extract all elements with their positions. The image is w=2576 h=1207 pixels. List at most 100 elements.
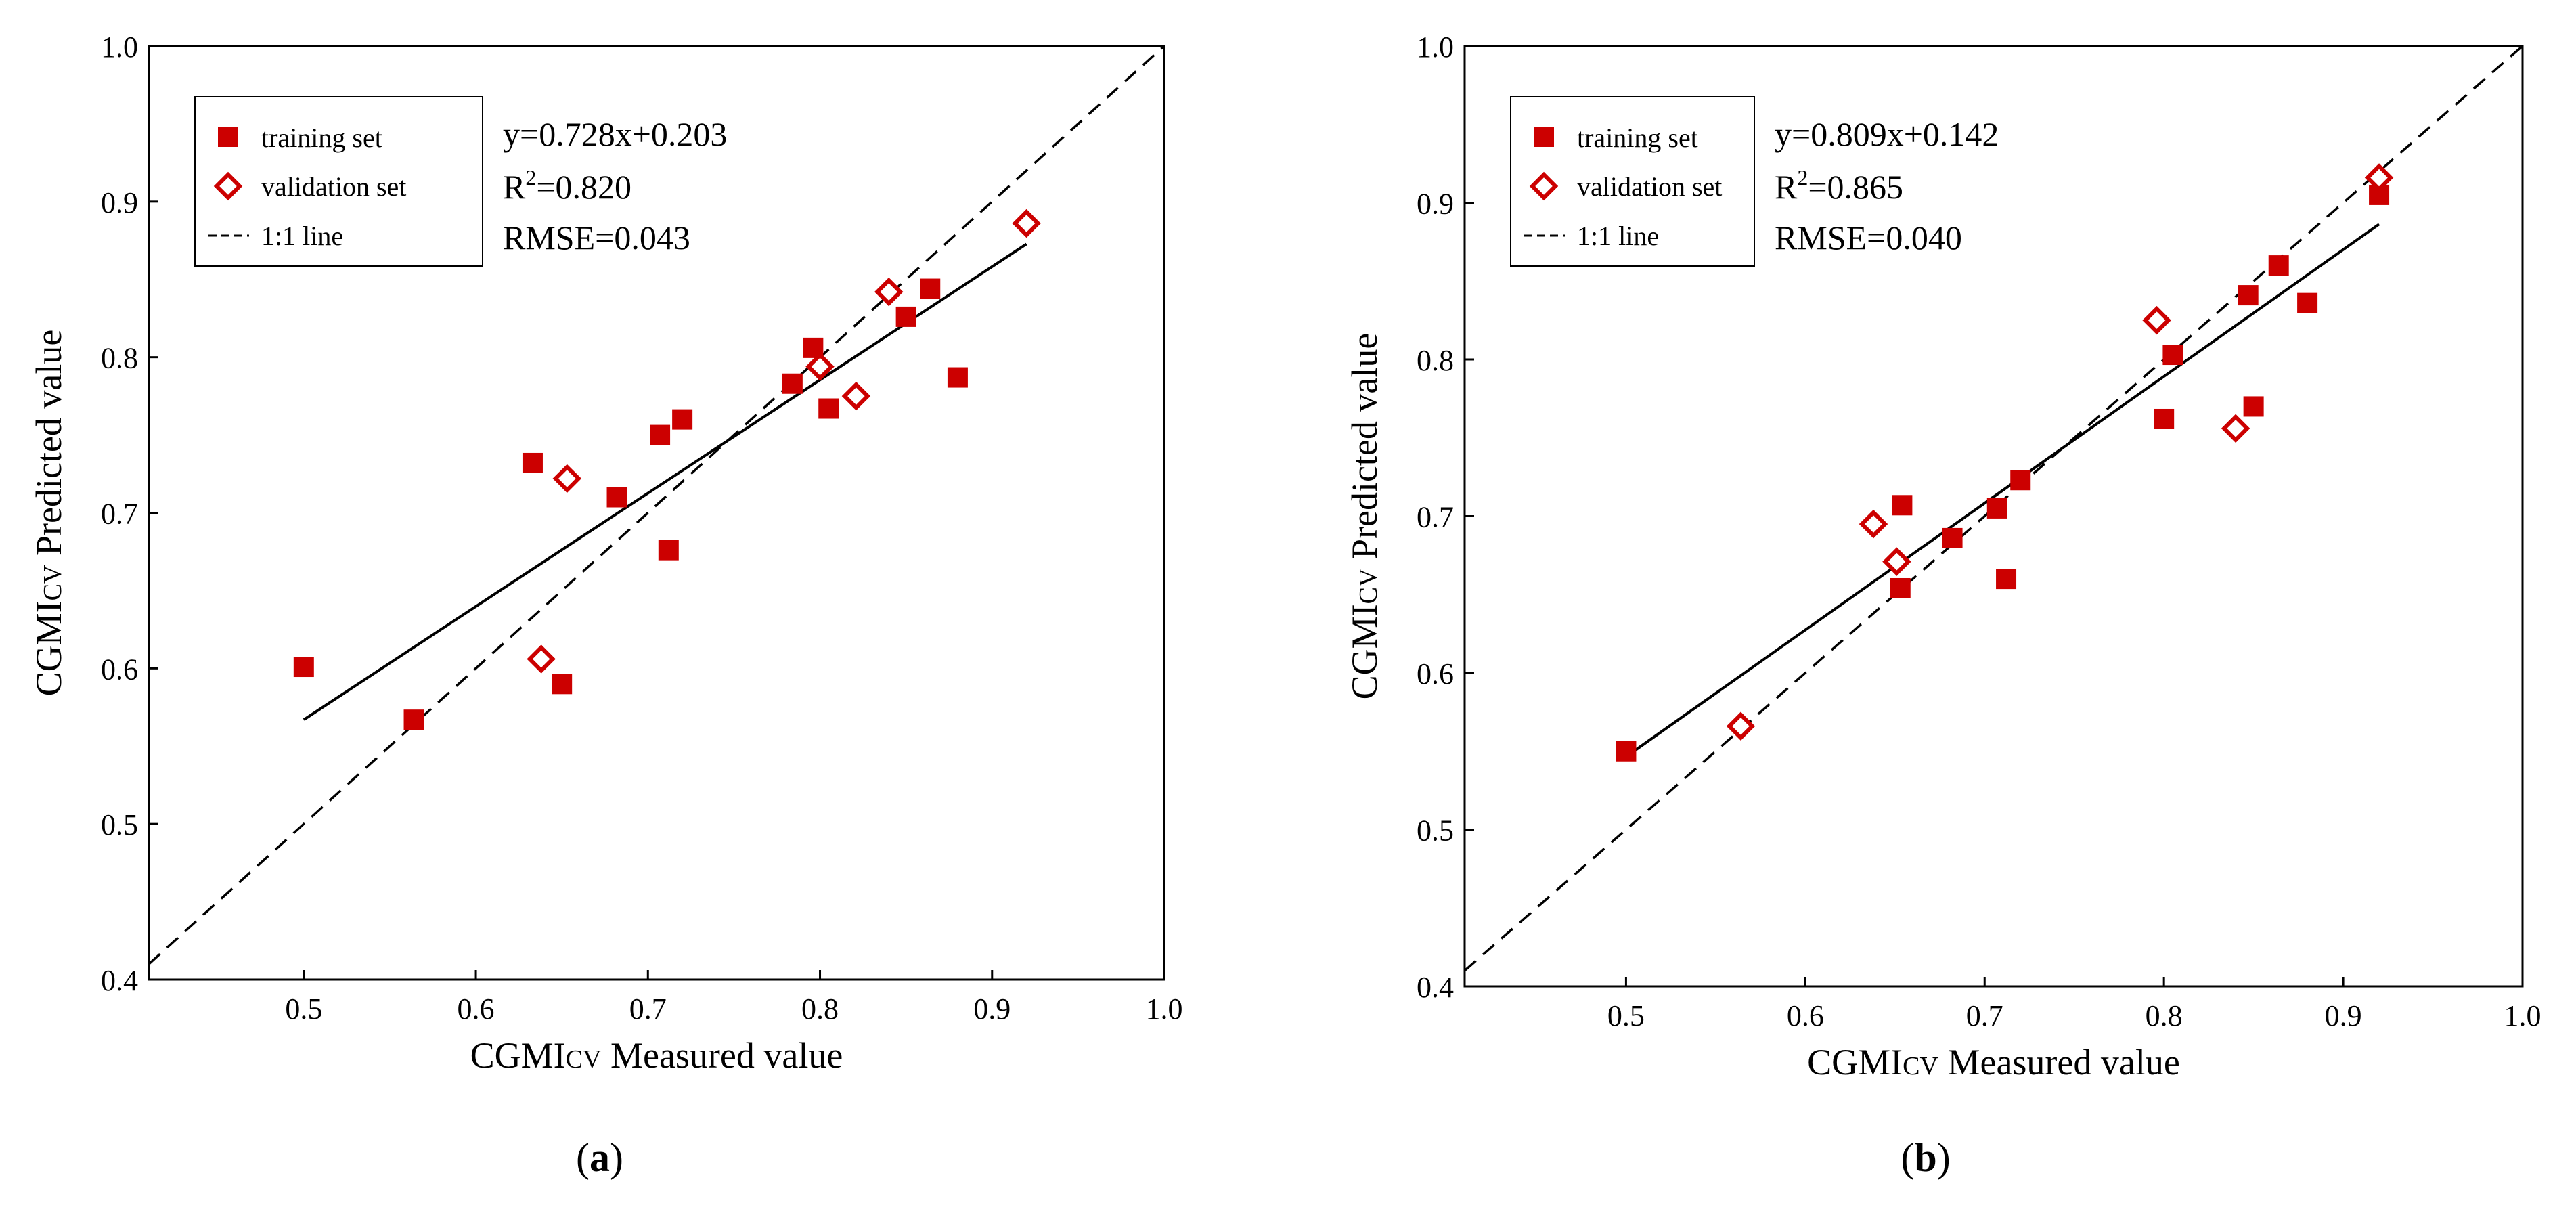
training-point <box>895 306 916 327</box>
training-point <box>1986 498 2007 519</box>
x-tick-label: 0.6 <box>1787 999 1824 1032</box>
y-axis-label-rest: Predicted value <box>28 330 69 565</box>
legend-label: 1:1 line <box>1577 221 1659 251</box>
panel-label: (b) <box>1901 1135 1950 1180</box>
data-points <box>293 209 1041 730</box>
x-axis-label-subscript: CV <box>566 1045 602 1074</box>
training-point <box>947 367 968 388</box>
r-squared-superscript: 2 <box>1797 165 1808 190</box>
regression-line <box>1625 223 2380 758</box>
y-tick-label: 0.6 <box>1417 657 1454 690</box>
legend-label: training set <box>1577 123 1698 153</box>
r-squared-value: =0.820 <box>536 168 631 206</box>
training-point <box>1996 569 2017 590</box>
x-axis-label-subscript: CV <box>1903 1052 1938 1080</box>
data-points <box>1616 163 2394 762</box>
x-axis-label: CGMICV Measured value <box>470 1035 843 1076</box>
training-point <box>2238 285 2259 306</box>
training-point <box>672 409 693 430</box>
chart-panel-a: 0.5 0.6 0.7 0.8 0.9 1.0 0.4 0.5 0.6 0.7 0.8 0.9 1.0 C… <box>28 30 1183 1180</box>
training-point <box>2154 408 2175 429</box>
y-axis-label: CGMICV Predicted value <box>1344 333 1385 700</box>
x-tick-label: 0.5 <box>1607 999 1645 1032</box>
rmse: RMSE=0.043 <box>503 219 690 257</box>
r-squared: R2=0.820 <box>503 165 631 206</box>
y-tick-label: 0.9 <box>101 186 138 219</box>
x-axis-label-main: CGMI <box>470 1035 566 1076</box>
training-point <box>2162 345 2183 366</box>
validation-point <box>1726 711 1756 741</box>
y-axis-label-rest: Predicted value <box>1344 333 1385 569</box>
y-tick-label: 0.8 <box>101 342 138 375</box>
validation-point <box>2364 163 2394 192</box>
validation-point <box>2221 414 2250 443</box>
legend: training set validation set 1:1 line <box>1510 96 1755 267</box>
panel-label-close: ) <box>610 1135 623 1180</box>
y-tick-label: 0.7 <box>1417 501 1454 534</box>
training-point <box>2268 255 2289 276</box>
training-point <box>782 373 803 394</box>
legend-marker-training <box>1534 127 1554 147</box>
y-axis-label-subscript: CV <box>39 565 67 600</box>
panel-label-open: ( <box>576 1135 590 1180</box>
validation-point <box>841 381 871 411</box>
r-squared-label: R <box>503 168 526 206</box>
validation-point <box>527 644 556 674</box>
y-tick-label: 0.9 <box>1417 188 1454 221</box>
r-squared-label: R <box>1775 168 1798 206</box>
x-tick-label: 1.0 <box>1146 992 1183 1026</box>
x-tick-label: 0.7 <box>1966 999 2003 1032</box>
legend-box <box>194 96 483 267</box>
panel-label-letter: a <box>590 1135 610 1180</box>
legend-label: 1:1 line <box>261 221 343 251</box>
y-tick-label: 0.8 <box>1417 344 1454 377</box>
validation-point <box>1882 547 1911 576</box>
training-point <box>818 398 839 419</box>
r-squared-value: =0.865 <box>1808 168 1903 206</box>
y-axis-label-main: CGMI <box>1344 604 1385 699</box>
validation-point <box>2142 305 2171 335</box>
validation-point <box>1012 209 1041 238</box>
y-axis-label-subscript: CV <box>1354 568 1383 604</box>
legend-marker-validation <box>1529 171 1559 201</box>
x-axis-label-rest: Measured value <box>601 1035 843 1076</box>
training-point <box>1616 741 1637 762</box>
legend-label: training set <box>261 123 382 153</box>
x-tick-label: 0.7 <box>629 992 667 1026</box>
identity-line <box>1465 46 2523 972</box>
y-axis-label: CGMICV Predicted value <box>28 330 69 697</box>
rmse: RMSE=0.040 <box>1775 219 1962 257</box>
regression-equation: y=0.728x+0.203 <box>503 115 727 153</box>
x-tick-label: 0.9 <box>973 992 1011 1026</box>
training-point <box>606 487 627 508</box>
y-tick-label: 0.7 <box>101 498 138 531</box>
training-point <box>2243 396 2264 417</box>
legend-marker-training <box>218 127 238 147</box>
y-tick-label: 0.5 <box>1417 814 1454 848</box>
regression-line <box>303 242 1027 721</box>
legend-label: validation set <box>1577 171 1722 202</box>
y-tick-label: 0.5 <box>101 808 138 841</box>
panel-label-close: ) <box>1937 1135 1951 1180</box>
regression-equation: y=0.809x+0.142 <box>1775 115 1999 153</box>
identity-line <box>149 46 1164 965</box>
training-point <box>403 709 424 730</box>
training-point <box>1942 527 1963 548</box>
panel-label: (a) <box>576 1135 623 1180</box>
training-point <box>2010 470 2031 491</box>
y-tick-label: 0.4 <box>1417 971 1454 1004</box>
training-point <box>1892 495 1913 516</box>
validation-point <box>552 464 582 493</box>
panel-label-open: ( <box>1901 1135 1914 1180</box>
training-point <box>658 540 679 561</box>
validation-point <box>1859 509 1888 539</box>
validation-point <box>805 352 835 381</box>
x-tick-label: 0.8 <box>801 992 839 1026</box>
panel-label-letter: b <box>1914 1135 1936 1180</box>
x-axis-label-rest: Measured value <box>1938 1042 2180 1082</box>
x-axis-label-main: CGMI <box>1807 1042 1903 1082</box>
training-point <box>920 278 941 299</box>
legend: training set validation set 1:1 line <box>194 96 483 267</box>
x-tick-label: 0.5 <box>285 992 322 1026</box>
